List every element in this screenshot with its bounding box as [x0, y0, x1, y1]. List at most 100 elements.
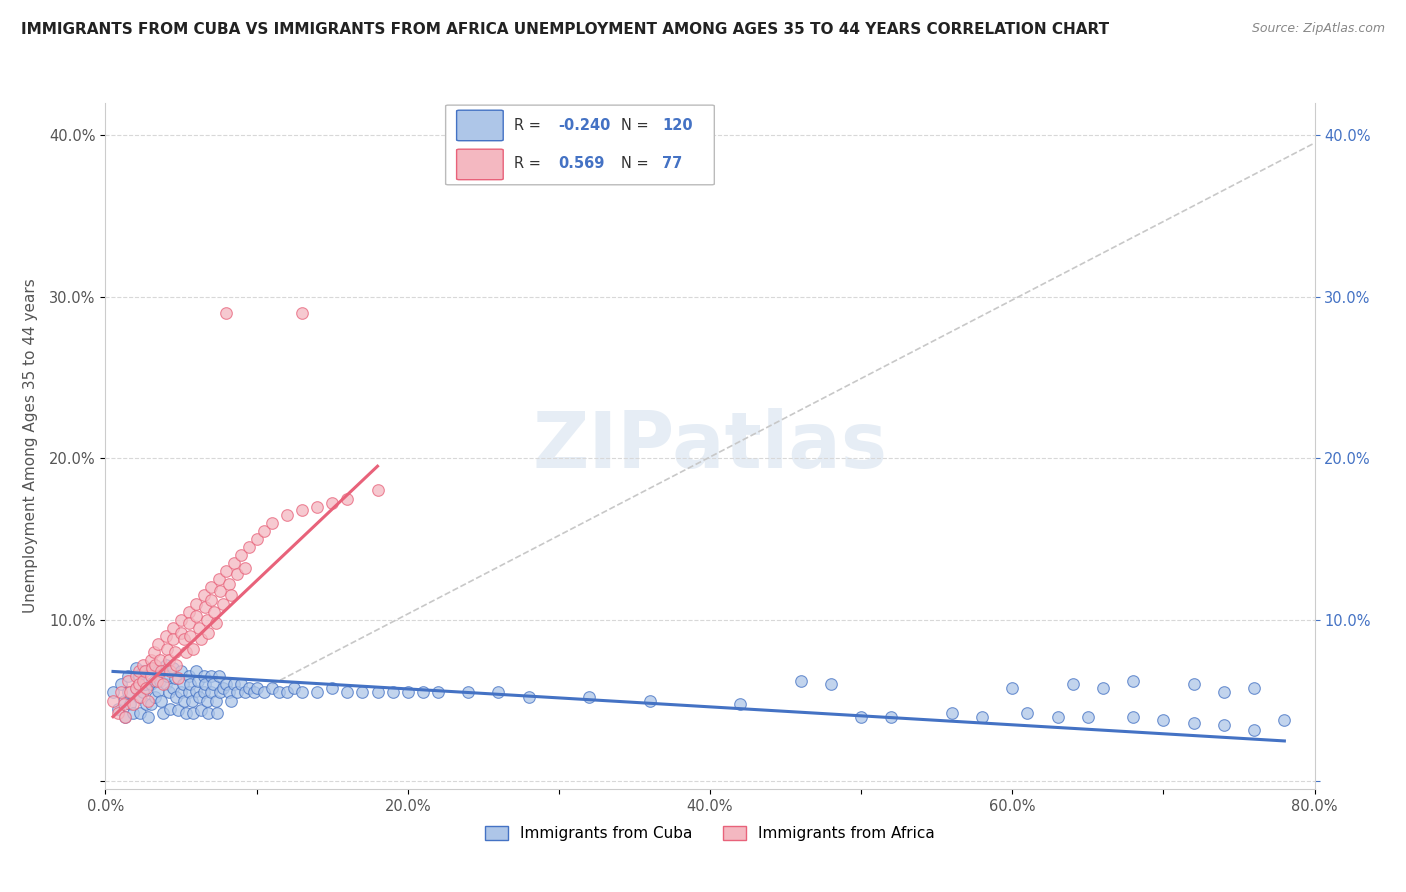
Point [129, 690, 152, 705]
Point [139, 697, 162, 711]
Point [1243, 723, 1265, 737]
Point [139, 677, 162, 691]
Point [193, 685, 215, 699]
Point [162, 621, 184, 635]
Point [1046, 709, 1069, 723]
Point [172, 677, 194, 691]
Point [291, 306, 314, 320]
Point [186, 609, 208, 624]
Point [114, 709, 136, 723]
Point [194, 677, 217, 691]
Point [132, 685, 155, 699]
Point [218, 577, 240, 591]
Point [336, 491, 359, 506]
Point [128, 669, 150, 683]
Point [156, 641, 179, 656]
Point [155, 677, 177, 691]
Point [201, 677, 224, 691]
Point [128, 665, 150, 679]
Point [118, 685, 141, 699]
Point [226, 567, 249, 582]
Point [121, 706, 143, 721]
Point [117, 674, 139, 689]
Point [179, 677, 201, 691]
Point [152, 706, 174, 721]
Point [166, 690, 188, 705]
Point [488, 685, 510, 699]
Point [142, 645, 165, 659]
Point [117, 685, 139, 699]
Point [195, 693, 218, 707]
Point [181, 706, 204, 721]
Point [163, 671, 186, 685]
Point [132, 657, 155, 672]
FancyBboxPatch shape [457, 149, 503, 179]
Point [166, 657, 188, 672]
Point [195, 613, 218, 627]
Point [170, 613, 193, 627]
Point [118, 697, 141, 711]
Point [124, 661, 148, 675]
Point [117, 669, 139, 683]
Point [231, 548, 253, 562]
Point [366, 685, 388, 699]
Point [238, 681, 260, 695]
Point [135, 681, 157, 695]
Point [114, 709, 136, 723]
Point [269, 685, 291, 699]
Point [136, 709, 159, 723]
Text: -0.240: -0.240 [558, 118, 610, 133]
Point [188, 690, 211, 705]
Point [226, 685, 249, 699]
Point [193, 669, 215, 683]
Point [136, 693, 159, 707]
Point [207, 706, 229, 721]
Point [200, 581, 222, 595]
Point [233, 685, 256, 699]
Text: Source: ZipAtlas.com: Source: ZipAtlas.com [1251, 22, 1385, 36]
Point [352, 685, 374, 699]
Point [242, 685, 264, 699]
Point [219, 589, 242, 603]
Point [1077, 709, 1099, 723]
Point [208, 669, 231, 683]
Legend: Immigrants from Cuba, Immigrants from Africa: Immigrants from Cuba, Immigrants from Af… [479, 820, 941, 847]
Point [124, 669, 148, 683]
Point [139, 661, 162, 675]
Point [141, 661, 163, 675]
Point [124, 681, 148, 695]
Point [1001, 681, 1024, 695]
Point [260, 681, 283, 695]
Point [180, 693, 202, 707]
Point [1182, 677, 1205, 691]
Text: 120: 120 [662, 118, 693, 133]
Point [190, 703, 212, 717]
Point [187, 674, 209, 689]
Point [212, 681, 235, 695]
Text: 0.569: 0.569 [558, 156, 605, 171]
Point [197, 625, 219, 640]
Point [246, 532, 269, 546]
Point [215, 564, 238, 578]
Point [179, 629, 201, 643]
Point [253, 685, 276, 699]
Point [186, 683, 208, 698]
Point [941, 706, 963, 721]
Point [110, 685, 132, 699]
Text: N =: N = [621, 156, 654, 171]
Point [578, 690, 600, 705]
Point [1062, 677, 1084, 691]
Point [107, 706, 129, 721]
Point [1153, 713, 1175, 727]
Point [177, 685, 200, 699]
Point [253, 524, 276, 538]
Point [129, 706, 152, 721]
Point [148, 683, 170, 698]
Text: R =: R = [515, 118, 546, 133]
Point [167, 703, 190, 717]
Point [101, 685, 124, 699]
Point [186, 665, 208, 679]
Point [128, 677, 150, 691]
Point [143, 690, 166, 705]
Point [427, 685, 450, 699]
